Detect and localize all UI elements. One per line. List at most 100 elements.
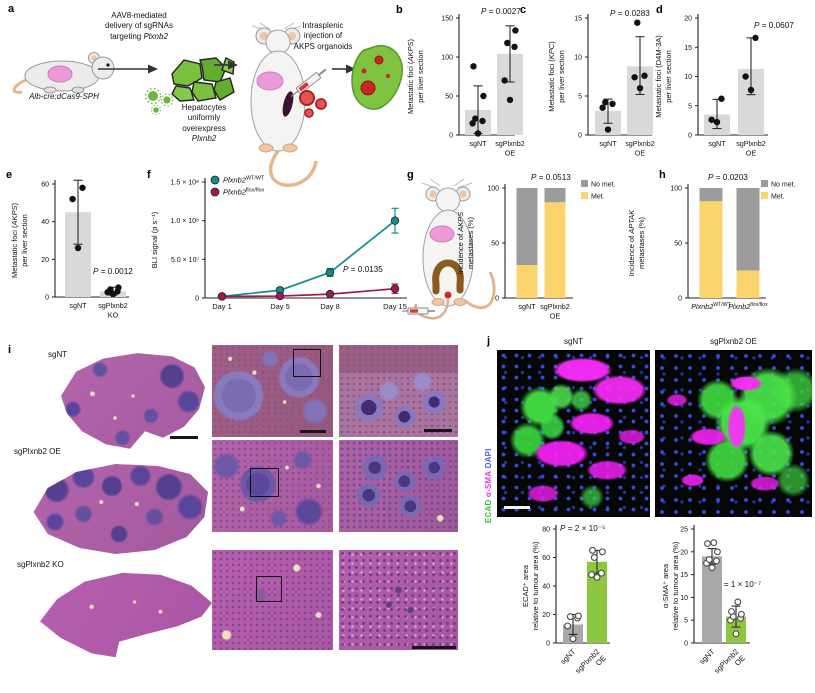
if-image-sgnt	[497, 350, 650, 517]
y-tick-label: 0	[449, 133, 453, 140]
tspan-shape: P	[610, 9, 616, 18]
data-point	[574, 612, 582, 620]
data-point	[589, 546, 596, 554]
tspan-shape: Plxnb2	[223, 176, 247, 185]
tspan-shape: AKPS	[456, 212, 465, 233]
circle-shape	[150, 104, 162, 116]
circle-shape	[304, 108, 314, 118]
data-point	[325, 268, 335, 277]
data-point	[713, 557, 720, 565]
panel-label-d: d	[656, 4, 663, 16]
data-point	[634, 19, 641, 26]
he-high-mag-sgplxnb2-ko	[339, 550, 458, 650]
scale-bar	[504, 506, 530, 509]
chart-h: 0 50 100 Incidence of APTAK metastases (%) P …	[627, 173, 796, 311]
row-label-sgnt: sgNT	[48, 350, 68, 359]
data-point	[566, 613, 574, 621]
tspan-shape: WT/WT	[713, 302, 731, 308]
y-tick-label: 15	[680, 572, 688, 579]
y-tick-label: 50	[491, 241, 499, 248]
y-tick-label: 5.0 × 10⁷	[171, 257, 199, 264]
data-point	[705, 556, 713, 564]
line-shape	[259, 22, 271, 30]
legend-swatch	[581, 192, 588, 199]
y-tick-label: 15	[574, 16, 582, 23]
x-tick-label: Day 1	[212, 302, 232, 311]
arrow-icon	[332, 64, 356, 74]
chart-e: 0 20 40 60 Metastatic foci (AKPS)per liver s…	[10, 179, 133, 320]
panel-label-f: f	[147, 169, 151, 181]
x-tick-label: Plxnb2WT/WT​	[691, 302, 731, 311]
liver-icon	[47, 65, 73, 83]
circle-shape	[360, 80, 376, 96]
he-high-mag-sgplxnb2-oe	[339, 440, 458, 532]
circle-shape	[288, 32, 296, 40]
p-value-label: P = 0.0283	[610, 9, 650, 18]
chart-j_asma: 0 5 10 15 20 25 α-SMA⁺ area relative to tumour …	[661, 525, 761, 675]
data-point	[641, 72, 648, 79]
y-tick-label: 60	[41, 182, 49, 189]
series-line	[221, 287, 396, 298]
data-point	[742, 73, 749, 80]
y-axis-label: metastases (%)	[466, 216, 475, 269]
data-point	[588, 571, 596, 579]
data-point	[752, 34, 759, 42]
y-tick-label: 1.5 × 10⁸	[171, 180, 199, 187]
row-label-sgplxnb2-ko: sgPlxnb2 KO	[17, 560, 64, 569]
chart-f: 0 5.0 × 10⁷ 1.0 × 10⁸ 1.5 × 10⁸ BLI signal (…	[150, 175, 407, 311]
y-tick-label: 100	[441, 55, 453, 62]
y-axis-label: relative to tumour area (%)	[531, 541, 540, 630]
series-line	[221, 220, 396, 298]
line-shape	[318, 68, 327, 76]
x-tick-label: sgPlxnb2	[540, 302, 570, 311]
upright-mouse-illustration	[250, 22, 327, 187]
panel-label-j: j	[487, 335, 491, 347]
line-shape	[453, 178, 465, 187]
row-label-sgplxnb2-oe: sgPlxnb2 OE	[14, 447, 61, 456]
stain-legend: ECAD α-SMA DAPI	[484, 448, 493, 523]
legend-swatch	[761, 180, 768, 187]
bar-no-met	[699, 188, 723, 202]
data-point	[747, 86, 755, 94]
y-tick-label: 40	[41, 219, 49, 226]
panel-label-a: a	[8, 3, 15, 15]
arrow-icon	[214, 60, 238, 70]
circle-shape	[91, 56, 115, 80]
tspan-shape: P	[708, 173, 714, 182]
circle-shape	[265, 29, 291, 55]
x-tick-label: sgNT	[469, 139, 487, 148]
cecum-icon	[432, 259, 464, 295]
x-tick-label: Day 15	[383, 302, 407, 311]
y-axis-label: per liver section	[664, 50, 673, 103]
y-axis-label: relative to tumour area (%)	[671, 541, 680, 630]
p-value-label: P = 0.0607	[754, 21, 794, 30]
path-shape	[228, 60, 238, 70]
caption-line: AKPS organoids	[293, 41, 353, 51]
polygon-shape	[191, 81, 217, 102]
data-point	[737, 610, 745, 618]
injection-site-dot	[444, 291, 452, 299]
y-tick-label: 20	[542, 612, 550, 619]
data-point	[599, 104, 606, 111]
legend-marker	[210, 175, 220, 185]
line-shape	[283, 22, 295, 30]
mouse-genotype-label: Alb-cre;dCas9-SPH	[29, 92, 99, 101]
x-tick-label: sgPlxnb2	[625, 139, 655, 148]
data-point	[602, 99, 609, 106]
y-tick-label: 5	[688, 103, 692, 110]
tspan-shape: P	[93, 267, 99, 276]
panel-label-b: b	[396, 4, 403, 16]
legend-swatch	[761, 192, 768, 199]
data-point	[710, 539, 718, 547]
x-tick-label: sgNT	[69, 301, 87, 310]
data-point	[598, 548, 606, 556]
data-point	[217, 292, 227, 301]
y-axis-label: Metastatic foci (AKPS)	[406, 38, 415, 114]
caption-line: uniformly	[187, 113, 221, 123]
caption-line: Hepatocytes	[181, 103, 227, 112]
inset-box	[293, 349, 321, 377]
y-tick-label: 150	[441, 16, 453, 23]
data-point	[506, 96, 514, 104]
y-tick-label: 10	[680, 595, 688, 602]
legend-marker	[210, 187, 220, 197]
